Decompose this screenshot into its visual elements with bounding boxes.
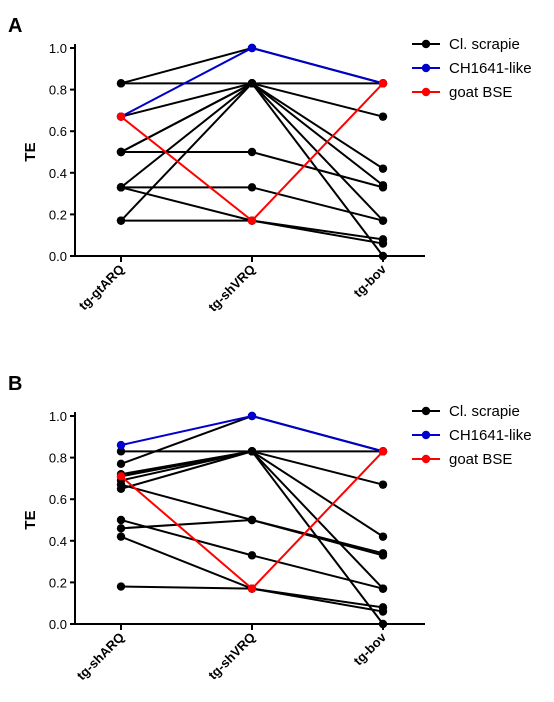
y-tick-label: 0.0 xyxy=(49,249,67,264)
data-point xyxy=(378,619,388,629)
x-tick-label: tg-bov xyxy=(350,629,389,668)
data-point xyxy=(116,112,126,121)
series-line xyxy=(120,82,384,189)
y-tick-label: 1.0 xyxy=(49,41,67,56)
data-point xyxy=(378,79,388,88)
data-point xyxy=(116,459,126,469)
data-point xyxy=(247,447,257,456)
x-tick-label: tg-shVRQ xyxy=(205,262,258,315)
data-point xyxy=(116,532,126,541)
data-point xyxy=(116,183,126,192)
series-line xyxy=(120,414,384,453)
y-tick-label: 0.2 xyxy=(49,207,67,222)
legend-marker xyxy=(421,430,431,440)
legend-marker xyxy=(421,39,431,49)
y-tick-label: 1.0 xyxy=(49,409,67,424)
data-point xyxy=(378,164,388,173)
legend-marker xyxy=(421,406,431,416)
data-point xyxy=(378,607,388,616)
panel-a: A 0.0 0.2 0.4 0.6 0.8 1.0 TE tg-gtARQ tg-shVRQ tg-… xyxy=(8,15,532,315)
data-point xyxy=(378,532,388,541)
data-point xyxy=(116,524,126,533)
series-line xyxy=(120,186,384,245)
data-point xyxy=(116,515,126,525)
data-point xyxy=(247,551,257,560)
panel-letter: A xyxy=(8,15,22,37)
series-line xyxy=(120,82,384,153)
y-axis-label: TE xyxy=(22,142,39,161)
data-point xyxy=(378,251,388,261)
data-point xyxy=(247,411,257,421)
data-point xyxy=(378,216,388,225)
x-tick-label: tg-shVRQ xyxy=(205,630,258,683)
data-point xyxy=(116,79,126,88)
legend-label: Cl. scrapie xyxy=(449,36,520,53)
y-tick-label: 0.8 xyxy=(49,451,67,466)
panel-b: B 0.0 0.2 0.4 0.6 0.8 1.0 TE tg-shARQ tg-shVRQ tg-… xyxy=(8,373,532,683)
data-point xyxy=(378,447,388,456)
y-tick-label: 0.6 xyxy=(49,124,67,139)
series-line xyxy=(120,46,384,85)
series-line xyxy=(120,82,384,257)
legend-label: goat BSE xyxy=(449,84,512,101)
legend-marker xyxy=(421,454,431,464)
data-point xyxy=(247,43,257,53)
data-point xyxy=(378,239,388,248)
legend-marker xyxy=(421,63,431,73)
y-tick-label: 0.4 xyxy=(49,166,67,181)
data-point xyxy=(378,584,388,593)
data-point xyxy=(247,147,257,157)
data-point xyxy=(116,582,126,591)
data-point xyxy=(247,216,257,225)
legend-label: CH1641-like xyxy=(449,427,532,444)
y-tick-label: 0.2 xyxy=(49,575,67,590)
legend-label: Cl. scrapie xyxy=(449,403,520,420)
data-point xyxy=(116,147,126,157)
legend-label: goat BSE xyxy=(449,451,512,468)
data-point xyxy=(247,515,257,525)
data-point xyxy=(378,112,388,121)
data-point xyxy=(116,440,126,450)
data-point xyxy=(378,480,388,489)
y-tick-label: 0.6 xyxy=(49,492,67,507)
y-tick-label: 0.0 xyxy=(49,617,67,632)
legend-marker xyxy=(421,87,431,97)
data-point xyxy=(247,183,257,192)
data-point xyxy=(116,447,126,456)
x-tick-label: tg-gtARQ xyxy=(76,262,127,313)
panel-letter: B xyxy=(8,373,22,395)
data-point xyxy=(247,79,257,88)
x-tick-label: tg-bov xyxy=(350,261,389,300)
data-point xyxy=(116,472,126,481)
y-tick-label: 0.4 xyxy=(49,534,67,549)
data-point xyxy=(378,181,388,190)
y-axis-label: TE xyxy=(22,510,39,529)
data-point xyxy=(247,584,257,593)
x-tick-label: tg-shARQ xyxy=(74,630,128,684)
data-point xyxy=(378,549,388,558)
y-tick-label: 0.8 xyxy=(49,83,67,98)
data-point xyxy=(116,216,126,225)
data-point xyxy=(116,484,126,493)
legend-label: CH1641-like xyxy=(449,60,532,77)
